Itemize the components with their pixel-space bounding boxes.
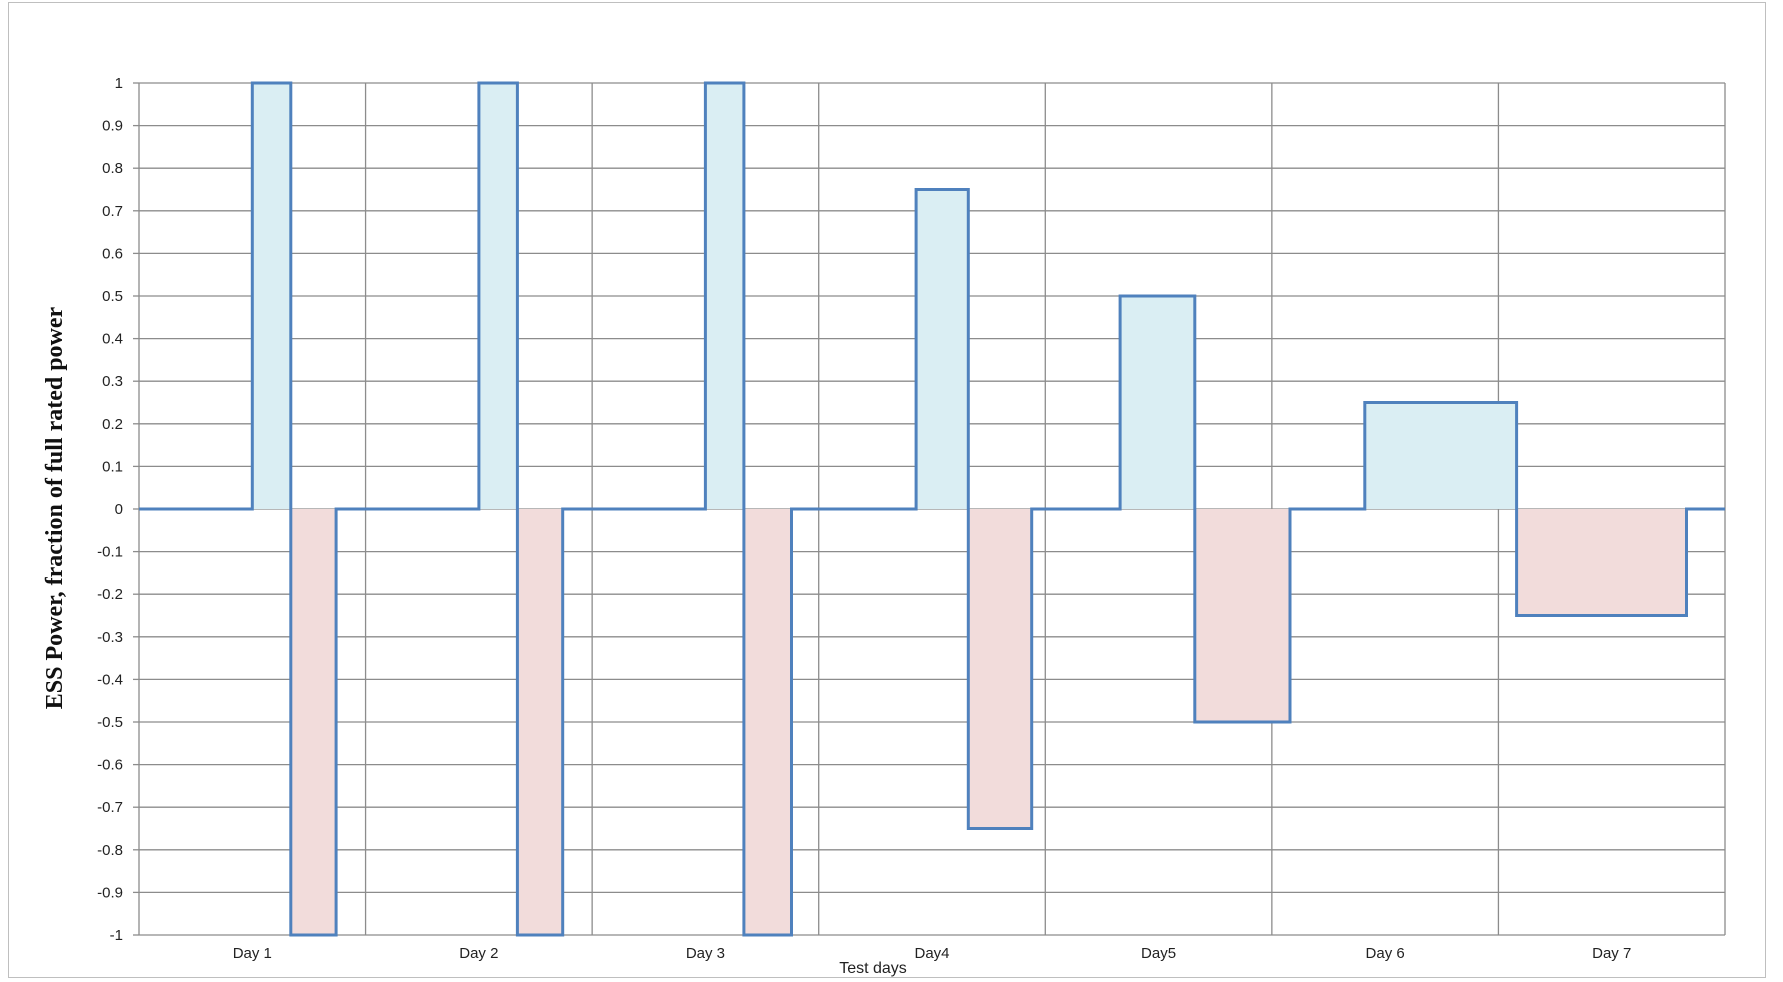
discharge-area <box>1120 296 1195 509</box>
charge-area <box>968 509 1032 829</box>
charge-area <box>290 509 337 935</box>
y-tick-label: 0.6 <box>102 245 123 262</box>
y-tick-label: 1 <box>115 75 123 92</box>
charge-area <box>743 509 792 935</box>
y-tick-label: 0.7 <box>102 203 123 220</box>
y-tick-label: -0.1 <box>97 544 123 561</box>
charge-area <box>1516 509 1687 616</box>
x-tick-label: Day 6 <box>1366 945 1405 962</box>
y-tick-label: 0 <box>115 501 123 518</box>
discharge-area <box>916 189 969 509</box>
y-tick-label: -0.6 <box>97 757 123 774</box>
x-tick-label: Day 2 <box>459 945 498 962</box>
discharge-area <box>252 83 291 509</box>
x-axis-label: Test days <box>839 960 907 977</box>
discharge-area <box>1364 402 1517 509</box>
fill-layer <box>252 83 1687 935</box>
x-tick-label: Day5 <box>1141 945 1176 962</box>
y-axis-label: ESS Power, fraction of full rated power <box>42 306 68 709</box>
y-tick-labels: 1 0.9 0.8 0.7 0.6 0.5 0.4 0.3 0.2 0.1 0 -0.1 -0.2 -0.… <box>97 75 123 944</box>
y-tick-label: -0.7 <box>97 799 123 816</box>
x-tick-label: Day 7 <box>1592 945 1631 962</box>
y-tick-label: -1 <box>110 927 123 944</box>
y-tick-label: -0.5 <box>97 714 123 731</box>
y-tick-label: -0.9 <box>97 884 123 901</box>
x-tick-label: Day 1 <box>233 945 272 962</box>
ess-power-line <box>139 81 1725 937</box>
y-tick-label: -0.3 <box>97 629 123 646</box>
discharge-area <box>478 83 518 509</box>
y-tick-label: 0.8 <box>102 160 123 177</box>
x-tick-label: Day4 <box>914 945 949 962</box>
line-layer <box>139 81 1725 937</box>
y-tick-label: 0.9 <box>102 118 123 135</box>
y-tick-label: 0.5 <box>102 288 123 305</box>
charge-area <box>517 509 563 935</box>
y-tick-label: -0.8 <box>97 842 123 859</box>
x-tick-labels: Day 1 Day 2 Day 3 Day4 Day5 Day 6 Day 7 <box>233 945 1632 962</box>
charge-area <box>1194 509 1290 722</box>
y-tick-label: 0.4 <box>102 331 123 348</box>
y-tick-label: -0.2 <box>97 586 123 603</box>
y-tick-label: 0.3 <box>102 373 123 390</box>
discharge-area <box>705 83 744 509</box>
y-tick-label: 0.1 <box>102 458 123 475</box>
y-tick-label: -0.4 <box>97 671 123 688</box>
y-tick-label: 0.2 <box>102 416 123 433</box>
x-tick-label: Day 3 <box>686 945 725 962</box>
